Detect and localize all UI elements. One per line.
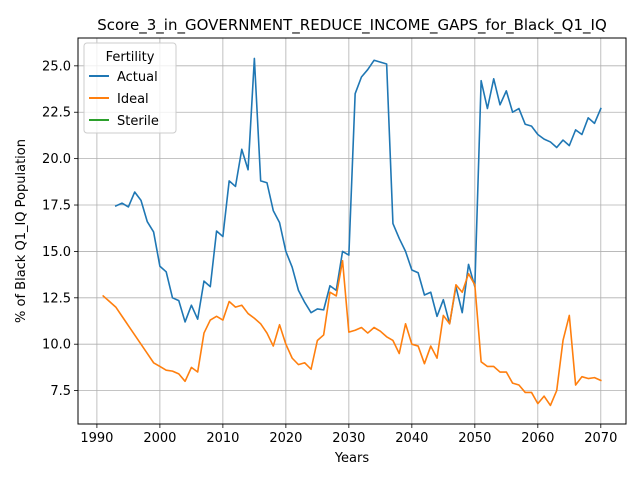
plot-frame xyxy=(77,37,627,425)
x-tick-label: 1990 xyxy=(80,431,113,446)
y-tick-label: 22.5 xyxy=(42,106,71,121)
chart-title: Score_3_in_GOVERNMENT_REDUCE_INCOME_GAPS… xyxy=(97,16,607,35)
x-tick-label: 2050 xyxy=(458,431,491,446)
x-tick-label: 2060 xyxy=(521,431,554,446)
x-tick-label: 2030 xyxy=(332,431,365,446)
y-tick-label: 10.0 xyxy=(42,338,71,353)
x-tick-label: 2070 xyxy=(584,431,617,446)
x-axis-label: Years xyxy=(334,451,370,466)
x-tick-label: 2010 xyxy=(206,431,239,446)
y-tick-label: 15.0 xyxy=(42,245,71,260)
y-tick-label: 7.5 xyxy=(50,384,71,399)
x-tick-label: 2040 xyxy=(395,431,428,446)
x-tick-label: 2020 xyxy=(269,431,302,446)
series-line-ideal xyxy=(102,259,602,407)
legend-box xyxy=(83,42,177,134)
series-lines xyxy=(102,57,602,407)
legend-title: Fertility xyxy=(106,50,155,65)
axis-ticks: 1990 2000 2010 2020 2030 2040 2050 2060 2070 7.5 1… xyxy=(42,59,617,446)
series-line-actual xyxy=(114,57,602,325)
y-tick-label: 25.0 xyxy=(42,59,71,74)
y-axis-label: % of Black Q1_IQ Population xyxy=(14,139,29,323)
legend: Fertility Actual Ideal Sterile xyxy=(83,42,177,134)
legend-label-actual: Actual xyxy=(117,70,158,85)
legend-label-ideal: Ideal xyxy=(117,92,149,107)
legend-label-sterile: Sterile xyxy=(117,114,159,129)
y-tick-label: 17.5 xyxy=(42,199,71,214)
y-tick-label: 12.5 xyxy=(42,291,71,306)
y-tick-label: 20.0 xyxy=(42,152,71,167)
x-tick-label: 2000 xyxy=(143,431,176,446)
